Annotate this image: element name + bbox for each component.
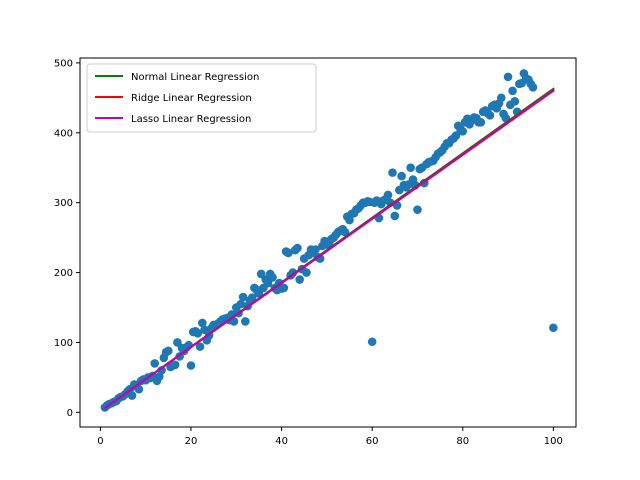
data-point <box>549 323 558 333</box>
data-point <box>293 243 302 253</box>
data-point <box>528 83 538 92</box>
data-point <box>198 318 207 328</box>
data-point <box>164 346 173 356</box>
data-point <box>241 317 250 326</box>
plot-frame <box>79 57 577 428</box>
data-point <box>496 93 506 103</box>
x-tick-label: 40 <box>275 436 288 447</box>
data-point <box>383 190 393 200</box>
data-point <box>193 329 203 338</box>
data-point <box>458 127 468 136</box>
y-tick-label: 500 <box>54 58 73 69</box>
legend: Normal Linear Regression Ridge Linear Re… <box>86 63 317 133</box>
x-tick-label: 0 <box>97 436 103 447</box>
x-tick-label: 60 <box>366 436 379 447</box>
legend-label-normal: Normal Linear Regression <box>131 72 259 83</box>
legend-label-ridge: Ridge Linear Regression <box>131 93 252 104</box>
data-point <box>311 245 320 254</box>
data-point <box>406 163 415 173</box>
data-point <box>302 268 311 277</box>
axis-ticks: 0 20 40 60 80 100 0 100 200 300 400 500 <box>54 58 563 447</box>
data-point <box>485 111 495 120</box>
data-point <box>236 299 246 309</box>
data-point <box>340 227 350 237</box>
data-point <box>367 337 377 347</box>
data-point <box>186 361 196 370</box>
regression-lines <box>103 87 555 410</box>
data-point <box>388 168 397 177</box>
data-point <box>279 283 289 293</box>
data-point <box>295 275 304 284</box>
x-tick-label: 80 <box>456 436 469 447</box>
data-point <box>134 384 144 394</box>
y-tick-label: 300 <box>54 198 73 209</box>
data-point <box>508 86 517 96</box>
data-point <box>390 211 400 221</box>
data-point <box>413 205 422 214</box>
data-point <box>510 97 520 106</box>
data-point <box>238 292 248 302</box>
data-point <box>127 391 137 400</box>
regression-line-3 <box>103 89 555 410</box>
y-tick-label: 400 <box>54 128 73 139</box>
data-point <box>503 72 513 82</box>
data-point <box>150 359 160 368</box>
data-point <box>247 293 257 303</box>
data-point <box>170 360 180 370</box>
y-tick-label: 200 <box>54 268 73 279</box>
y-tick-label: 0 <box>67 408 73 419</box>
data-point <box>451 131 461 140</box>
legend-label-lasso: Lasso Linear Regression <box>131 114 251 125</box>
data-point <box>195 342 205 351</box>
data-point <box>397 171 406 181</box>
y-tick-label: 100 <box>54 338 73 349</box>
data-point <box>476 117 486 127</box>
data-point <box>268 273 277 282</box>
x-tick-label: 100 <box>544 436 563 447</box>
x-tick-label: 20 <box>185 436 198 447</box>
data-point <box>284 248 293 258</box>
legend-box <box>86 63 317 133</box>
